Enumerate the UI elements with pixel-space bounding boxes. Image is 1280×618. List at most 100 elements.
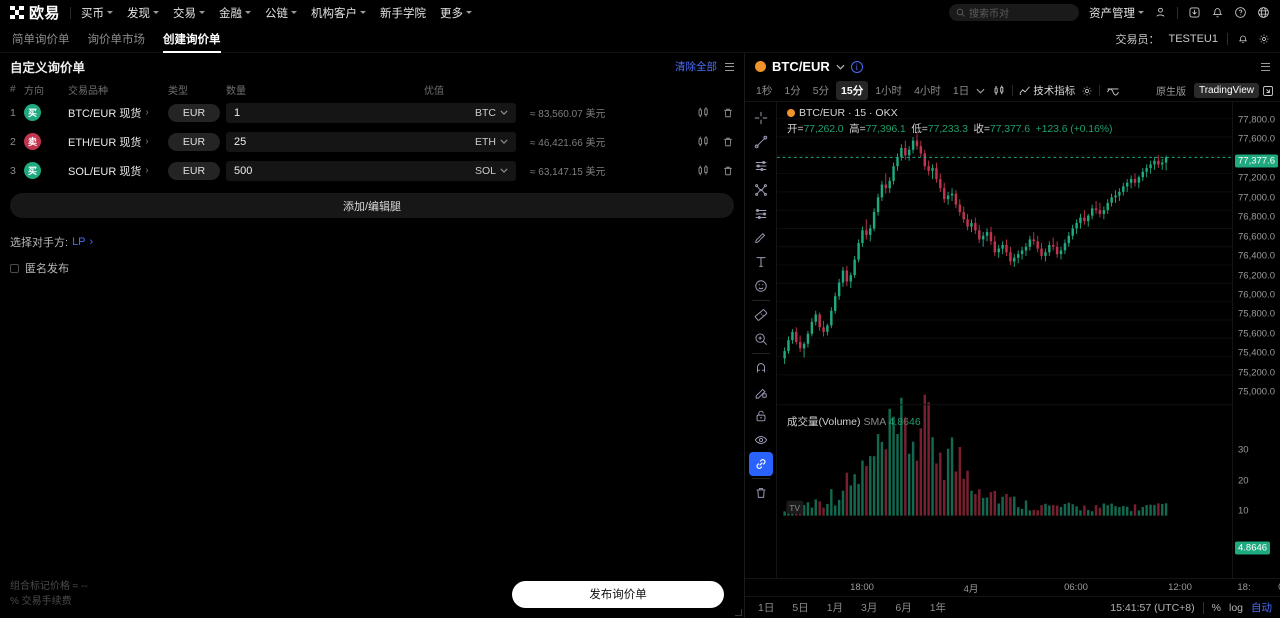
direction-badge-buy[interactable]: 买 bbox=[24, 162, 41, 179]
brush-icon[interactable] bbox=[749, 226, 773, 250]
tab-simple-rfq[interactable]: 简单询价单 bbox=[12, 25, 70, 53]
nav-item-discover[interactable]: 发现 bbox=[127, 5, 160, 21]
delete-icon[interactable] bbox=[722, 136, 734, 148]
timeframe-1h[interactable]: 1小时 bbox=[875, 85, 903, 97]
emoji-icon[interactable] bbox=[749, 274, 773, 298]
chart-plot-area[interactable]: BTC/EUR · 15 · OKX 开=77,262.0 高=77,396.1… bbox=[777, 102, 1232, 578]
price-axis[interactable]: 77,800.077,600.077,400.077,200.077,000.0… bbox=[1232, 102, 1280, 578]
counterparty-selector[interactable]: 选择对手方: LP › bbox=[0, 218, 744, 250]
anonymous-publish-row[interactable]: 匿名发布 bbox=[0, 250, 744, 276]
quantity-input[interactable]: 1 BTC bbox=[226, 102, 516, 123]
unit-selector[interactable]: BTC bbox=[475, 107, 508, 119]
range-5d[interactable]: 5日 bbox=[792, 602, 809, 614]
tradingview-version-button[interactable]: TradingView bbox=[1193, 83, 1259, 98]
tab-create-rfq[interactable]: 创建询价单 bbox=[163, 25, 221, 53]
okx-logo[interactable]: 欧易 bbox=[10, 2, 60, 23]
lock-icon[interactable] bbox=[749, 404, 773, 428]
nav-item-trade[interactable]: 交易 bbox=[173, 5, 206, 21]
nav-item-asset-management[interactable]: 资产管理 bbox=[1089, 5, 1144, 21]
direction-cell[interactable]: 卖 bbox=[24, 133, 68, 150]
download-icon[interactable] bbox=[1188, 6, 1201, 19]
delete-icon[interactable] bbox=[722, 107, 734, 119]
range-6mo[interactable]: 6月 bbox=[895, 602, 912, 614]
compare-icon[interactable] bbox=[1106, 85, 1120, 96]
clear-all-button[interactable]: 清除全部 bbox=[675, 61, 717, 73]
log-scale-button[interactable]: log bbox=[1228, 601, 1243, 614]
time-axis[interactable]: 18:00 4月 06:00 12:00 18: bbox=[745, 578, 1280, 596]
publish-rfq-button[interactable]: 发布询价单 bbox=[512, 580, 724, 608]
fibonacci-icon[interactable] bbox=[749, 202, 773, 226]
nav-item-academy[interactable]: 新手学院 bbox=[380, 5, 426, 21]
timeframe-5m[interactable]: 5分 bbox=[812, 85, 830, 97]
unit-selector[interactable]: ETH bbox=[475, 136, 508, 148]
type-cell[interactable]: EUR bbox=[168, 103, 226, 122]
pitchfork-icon[interactable] bbox=[749, 178, 773, 202]
timeframe-1d[interactable]: 1日 bbox=[952, 85, 970, 97]
auto-scale-button[interactable]: 自动 bbox=[1251, 602, 1272, 614]
user-icon[interactable] bbox=[1154, 6, 1167, 19]
quantity-input[interactable]: 500 SOL bbox=[226, 160, 516, 181]
timeframe-4h[interactable]: 4小时 bbox=[914, 85, 941, 97]
timeframe-1s[interactable]: 1秒 bbox=[756, 85, 773, 97]
bell-icon[interactable] bbox=[1211, 6, 1224, 19]
quantity-input[interactable]: 25 ETH bbox=[226, 131, 516, 152]
trash-icon[interactable] bbox=[749, 481, 773, 505]
candlestick-icon[interactable] bbox=[697, 164, 710, 177]
symbol-selector[interactable]: ETH/EUR 现货 › bbox=[68, 134, 168, 150]
gear-icon[interactable] bbox=[1258, 33, 1270, 45]
eraser-pencil-icon[interactable] bbox=[749, 380, 773, 404]
direction-badge-sell[interactable]: 卖 bbox=[24, 133, 41, 150]
zoom-icon[interactable] bbox=[749, 327, 773, 351]
candlestick-icon[interactable] bbox=[697, 135, 710, 148]
symbol-selector[interactable]: BTC/EUR 现货 › bbox=[68, 105, 168, 121]
type-cell[interactable]: EUR bbox=[168, 161, 226, 180]
globe-icon[interactable] bbox=[1257, 6, 1270, 19]
type-pill[interactable]: EUR bbox=[168, 161, 220, 180]
add-edit-leg-button[interactable]: 添加/编辑腿 bbox=[10, 193, 734, 218]
text-icon[interactable] bbox=[749, 250, 773, 274]
unit-selector[interactable]: SOL bbox=[475, 165, 508, 177]
trend-line-icon[interactable] bbox=[749, 130, 773, 154]
chevron-down-icon[interactable] bbox=[836, 64, 845, 70]
range-1y[interactable]: 1年 bbox=[929, 602, 947, 614]
type-pill[interactable]: EUR bbox=[168, 103, 220, 122]
timeframe-15m[interactable]: 15分 bbox=[836, 81, 869, 100]
panel-menu-icon[interactable] bbox=[725, 62, 734, 71]
help-icon[interactable] bbox=[1234, 6, 1247, 19]
nav-item-chain[interactable]: 公链 bbox=[265, 5, 298, 21]
fullscreen-icon[interactable] bbox=[1262, 85, 1274, 97]
alert-bell-icon[interactable] bbox=[1237, 33, 1249, 45]
timezone-icon[interactable] bbox=[1278, 581, 1280, 595]
range-1d[interactable]: 1日 bbox=[758, 602, 775, 614]
symbol-selector[interactable]: SOL/EUR 现货 › bbox=[68, 163, 168, 179]
delete-icon[interactable] bbox=[722, 165, 734, 177]
indicators-label[interactable]: 技术指标 bbox=[1033, 85, 1076, 97]
range-3mo[interactable]: 3月 bbox=[861, 602, 878, 614]
type-cell[interactable]: EUR bbox=[168, 132, 226, 151]
eye-icon[interactable] bbox=[749, 428, 773, 452]
link-icon[interactable] bbox=[748, 452, 773, 476]
gear-icon[interactable] bbox=[1081, 85, 1093, 97]
direction-badge-buy[interactable]: 买 bbox=[24, 104, 41, 121]
tab-rfq-market[interactable]: 询价单市场 bbox=[88, 25, 146, 53]
nav-item-more[interactable]: 更多 bbox=[440, 5, 473, 21]
chart-type-icon[interactable] bbox=[993, 84, 1006, 97]
anonymous-checkbox[interactable] bbox=[10, 263, 19, 273]
crosshair-icon[interactable] bbox=[749, 106, 773, 130]
range-1mo[interactable]: 1月 bbox=[826, 602, 844, 614]
nav-item-finance[interactable]: 金融 bbox=[219, 5, 252, 21]
resize-handle[interactable] bbox=[735, 609, 742, 616]
chevron-down-icon[interactable] bbox=[976, 88, 985, 94]
info-icon[interactable]: i bbox=[850, 60, 863, 73]
percent-scale-button[interactable]: % bbox=[1211, 601, 1221, 614]
magnet-icon[interactable] bbox=[749, 356, 773, 380]
candlestick-icon[interactable] bbox=[697, 106, 710, 119]
direction-cell[interactable]: 买 bbox=[24, 104, 68, 121]
direction-cell[interactable]: 买 bbox=[24, 162, 68, 179]
timeframe-1m[interactable]: 1分 bbox=[784, 85, 801, 97]
nav-item-institutional[interactable]: 机构客户 bbox=[311, 5, 367, 21]
type-pill[interactable]: EUR bbox=[168, 132, 220, 151]
horizontal-lines-icon[interactable] bbox=[749, 154, 773, 178]
search-input[interactable]: 搜索币对 bbox=[949, 4, 1079, 21]
nav-item-buy-crypto[interactable]: 买币 bbox=[81, 5, 114, 21]
